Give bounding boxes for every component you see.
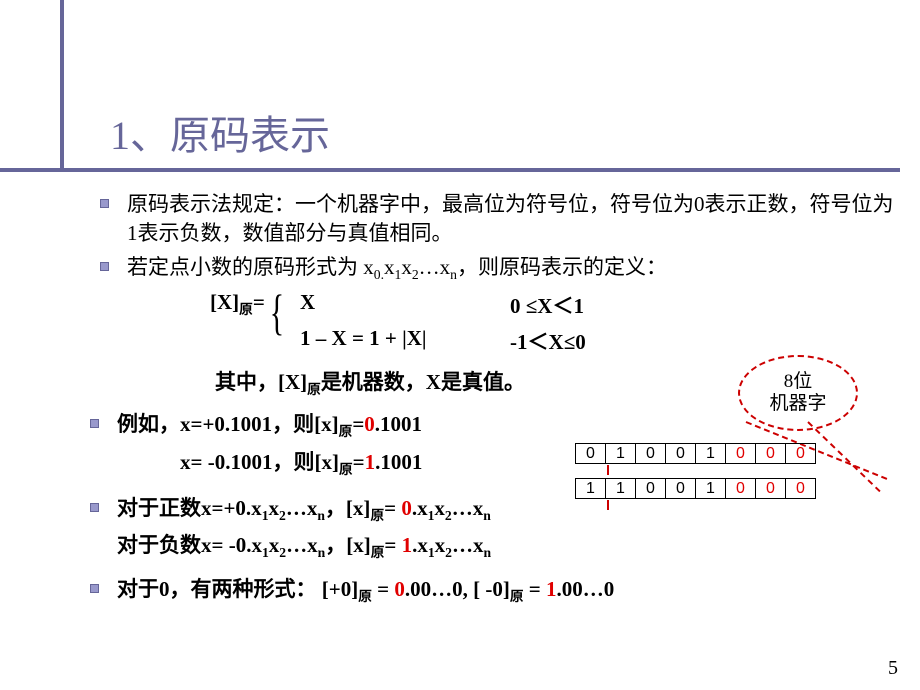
case1-expr: X — [300, 290, 510, 320]
tick-icon — [607, 500, 609, 510]
posa: 对于正数x=+0.x — [117, 496, 262, 520]
posc: = — [384, 496, 401, 520]
callout-ellipse: 8位 机器字 — [738, 355, 858, 431]
bullet-2-text: 若定点小数的原码形式为 x0.x1x2…xn，则原码表示的定义： — [127, 253, 667, 284]
bullet-icon — [100, 199, 109, 208]
bullet-icon — [90, 503, 99, 512]
negc: = — [384, 533, 401, 557]
ex2c: .1001 — [375, 450, 422, 474]
z-c: .00…0, [ -0] — [405, 577, 510, 601]
bullet-2: 若定点小数的原码形式为 x0.x1x2…xn，则原码表示的定义： — [100, 253, 900, 284]
pos-rule-text: 对于正数x=+0.x1x2…xn，[x]原= 0.x1x2…xn — [117, 494, 491, 525]
case-2: 1 – X = 1 + |X| -1＜X≤0 — [300, 326, 586, 356]
ex2sub: 原 — [339, 462, 353, 477]
ex1b: = — [352, 412, 364, 436]
ex2b: = — [353, 450, 365, 474]
negb: ，[x] — [325, 533, 371, 557]
z-s2: 原 — [510, 589, 524, 604]
negsub: 原 — [371, 545, 385, 560]
z-a: 对于0，有两种形式： [+0] — [117, 577, 358, 601]
negred: 1 — [402, 533, 413, 557]
z-e: .00…0 — [556, 577, 614, 601]
case-1: X 0 ≤X＜1 — [300, 290, 586, 320]
neg-rule-text: 对于负数x= -0.x1x2…xn，[x]原= 1.x1x2…xn — [117, 529, 900, 561]
where-post: 是机器数，X是真值。 — [321, 370, 525, 394]
callout-8bit: 8位 机器字 — [738, 355, 858, 431]
z-r1: 0 — [394, 577, 405, 601]
z-r2: 1 — [546, 577, 557, 601]
ex1sub: 原 — [339, 424, 353, 439]
sub-n: n — [450, 267, 457, 282]
lhs-sub: 原 — [239, 302, 253, 317]
possub: 原 — [370, 508, 384, 523]
accent-line-vertical — [60, 0, 64, 168]
callout-line1: 8位 — [784, 371, 813, 393]
bullet-icon — [100, 262, 109, 271]
formula-definition: [X]原= { X 0 ≤X＜1 1 – X = 1 + |X| -1＜X≤0 — [210, 290, 900, 362]
bullet-1: 原码表示法规定：一个机器字中，最高位为符号位，符号位为0表示正数，符号位为1表示… — [100, 190, 900, 249]
page-number: 5 — [888, 657, 898, 680]
formula-lhs: [X]原= — [210, 290, 265, 318]
callout-line2: 机器字 — [769, 393, 826, 415]
case1-cond: 0 ≤X＜1 — [510, 290, 584, 320]
example-line1: 例如，x=+0.1001，则[x]原=0.1001 — [117, 410, 422, 441]
where-pre: 其中，[X] — [215, 370, 307, 394]
brace-icon: { — [270, 287, 284, 337]
sub-1: 1 — [394, 267, 401, 282]
ex1c: .1001 — [375, 412, 422, 436]
negd: .x — [412, 533, 428, 557]
slide: 1、原码表示 原码表示法规定：一个机器字中，最高位为符号位，符号位为0表示正数，… — [0, 0, 920, 690]
z-d: = — [523, 577, 545, 601]
bullet-1-text: 原码表示法规定：一个机器字中，最高位为符号位，符号位为0表示正数，符号位为1表示… — [127, 190, 900, 249]
ex2red: 1 — [365, 450, 376, 474]
case2-cond: -1＜X≤0 — [510, 326, 586, 356]
lhs-pre: [X] — [210, 290, 239, 314]
b2-pre: 若定点小数的原码形式为 x — [127, 255, 374, 279]
bit-row-positive: 01001000 — [575, 443, 816, 464]
lhs-eq: = — [253, 290, 265, 314]
posred: 0 — [401, 496, 412, 520]
formula-cases: X 0 ≤X＜1 1 – X = 1 + |X| -1＜X≤0 — [300, 290, 586, 362]
zero-text: 对于0，有两种形式： [+0]原 = 0.00…0, [ -0]原 = 1.00… — [117, 575, 614, 606]
nega: 对于负数x= -0.x — [117, 533, 262, 557]
bullet-icon — [90, 419, 99, 428]
b2-post: ，则原码表示的定义： — [457, 255, 667, 279]
ex1a: 例如，x=+0.1001，则[x] — [117, 412, 339, 436]
posd: .x — [412, 496, 428, 520]
posb: ，[x] — [325, 496, 371, 520]
sub-2: 2 — [412, 267, 419, 282]
ex2a: x= -0.1001，则[x] — [180, 450, 339, 474]
bullet-zero: 对于0，有两种形式： [+0]原 = 0.00…0, [ -0]原 = 1.00… — [90, 575, 900, 606]
case2-expr: 1 – X = 1 + |X| — [300, 326, 510, 356]
sub-0: 0. — [374, 267, 384, 282]
z-s1: 原 — [358, 589, 372, 604]
tick-icon — [607, 465, 609, 475]
slide-title: 1、原码表示 — [110, 103, 330, 161]
where-sub: 原 — [307, 382, 321, 397]
bit-row-negative: 11001000 — [575, 478, 816, 499]
z-b: = — [372, 577, 394, 601]
ex1red: 0 — [364, 412, 375, 436]
bullet-icon — [90, 584, 99, 593]
accent-line-horizontal — [0, 168, 900, 172]
